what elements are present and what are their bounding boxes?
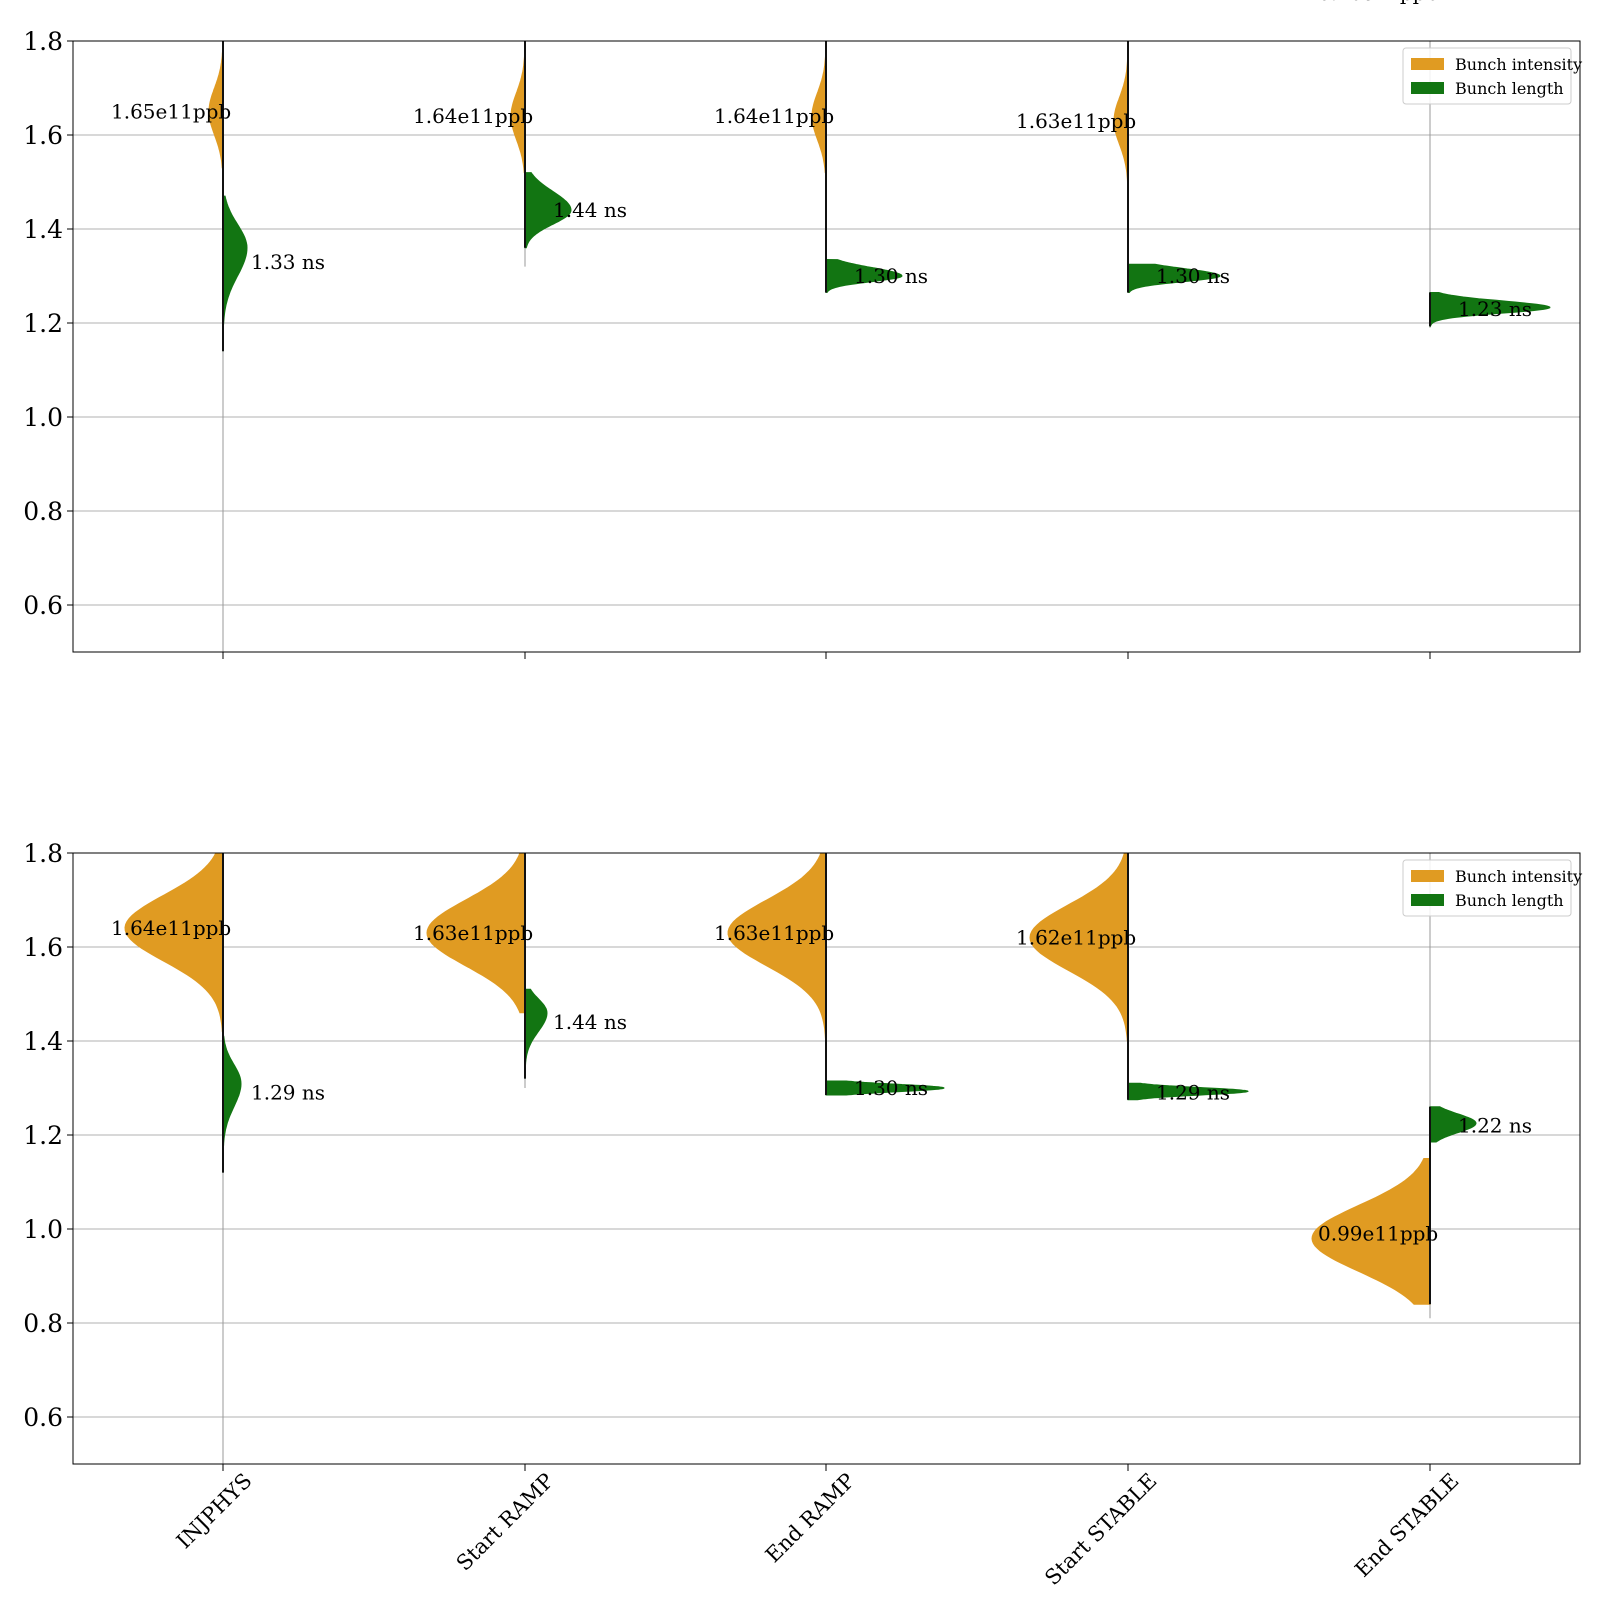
legend-box <box>1402 47 1572 105</box>
annotation-length: 1.33 ns <box>251 250 325 274</box>
annotation-intensity: 1.64e11ppb <box>111 916 231 940</box>
violin-length-3 <box>1127 263 1221 294</box>
violin-length-4 <box>1429 1106 1477 1143</box>
legend-swatch <box>1411 894 1444 906</box>
plot-area <box>124 853 1477 1464</box>
legend-label: Bunch length <box>1455 891 1564 910</box>
x-tick-label: INJPHYS <box>172 1469 257 1554</box>
y-tick-label: 1.4 <box>23 1027 63 1056</box>
violin-length-0 <box>222 1035 242 1173</box>
violin-length-2 <box>825 259 903 294</box>
annotation-length: 1.23 ns <box>1458 297 1532 321</box>
annotation-length: 1.30 ns <box>854 1076 928 1100</box>
y-tick-label: 1.0 <box>23 403 63 432</box>
annotation-intensity: 1.63e11ppb <box>413 921 533 945</box>
annotation-length: 1.44 ns <box>553 1010 627 1034</box>
y-tick-label: 1.6 <box>23 121 63 150</box>
legend: Bunch intensity Bunch length <box>1402 47 1582 105</box>
y-tick-label: 0.6 <box>23 1403 63 1432</box>
annotation-length: 1.30 ns <box>1156 264 1230 288</box>
legend-swatch <box>1411 82 1444 94</box>
legend-label: Bunch intensity <box>1455 55 1582 74</box>
x-tick-label: Start STABLE <box>1040 1469 1161 1590</box>
x-tick-label: End RAMP <box>761 1469 860 1568</box>
x-tick-label: End STABLE <box>1350 1469 1463 1582</box>
legend-box <box>1402 859 1572 917</box>
legend: Bunch intensity Bunch length <box>1402 859 1582 917</box>
y-tick-label: 1.8 <box>23 27 63 56</box>
annotation-intensity: 1.63e11ppb <box>1016 109 1136 133</box>
y-tick-label: 0.8 <box>23 1309 63 1338</box>
y-tick-label: 0.6 <box>23 591 63 620</box>
y-tick-label: 1.4 <box>23 215 63 244</box>
violin-length-4 <box>1429 291 1551 327</box>
x-tick-label: Start RAMP <box>452 1469 559 1576</box>
violin-length-0 <box>222 195 248 352</box>
y-tick-label: 1.2 <box>23 309 63 338</box>
annotation-intensity: 0.16e11ppb <box>1318 0 1438 5</box>
violin-intensity-3 <box>1029 853 1129 1042</box>
legend-label: Bunch intensity <box>1455 867 1582 886</box>
violin-intensity-0 <box>208 41 224 169</box>
y-tick-label: 1.8 <box>23 839 63 868</box>
violin-intensity-2 <box>727 853 827 1042</box>
annotation-length: 1.30 ns <box>854 264 928 288</box>
violin-intensity-4 <box>1311 1158 1431 1305</box>
violin-intensity-0 <box>124 853 224 1033</box>
y-tick-label: 1.6 <box>23 933 63 962</box>
annotation-intensity: 0.99e11ppb <box>1318 1222 1438 1246</box>
violin-length-3 <box>1127 1082 1249 1101</box>
annotation-length: 1.44 ns <box>553 198 627 222</box>
y-tick-label: 1.2 <box>23 1121 63 1150</box>
annotation-intensity: 1.65e11ppb <box>111 100 231 124</box>
violin-intensity-1 <box>426 853 526 1014</box>
annotation-length: 1.22 ns <box>1458 1114 1532 1138</box>
legend-swatch <box>1411 870 1444 882</box>
plot-area <box>208 41 1551 652</box>
violin-length-2 <box>825 1080 945 1096</box>
legend-label: Bunch length <box>1455 79 1564 98</box>
y-tick-label: 0.8 <box>23 497 63 526</box>
violin-length-1 <box>524 172 572 249</box>
annotation-length: 1.29 ns <box>1156 1081 1230 1105</box>
legend-swatch <box>1411 58 1444 70</box>
annotation-length: 1.29 ns <box>251 1081 325 1105</box>
violin-length-1 <box>524 988 548 1079</box>
annotation-intensity: 1.64e11ppb <box>413 104 533 128</box>
annotation-intensity: 1.63e11ppb <box>714 921 834 945</box>
annotation-intensity: 1.62e11ppb <box>1016 926 1136 950</box>
y-tick-label: 1.0 <box>23 1215 63 1244</box>
annotation-intensity: 1.64e11ppb <box>714 104 834 128</box>
